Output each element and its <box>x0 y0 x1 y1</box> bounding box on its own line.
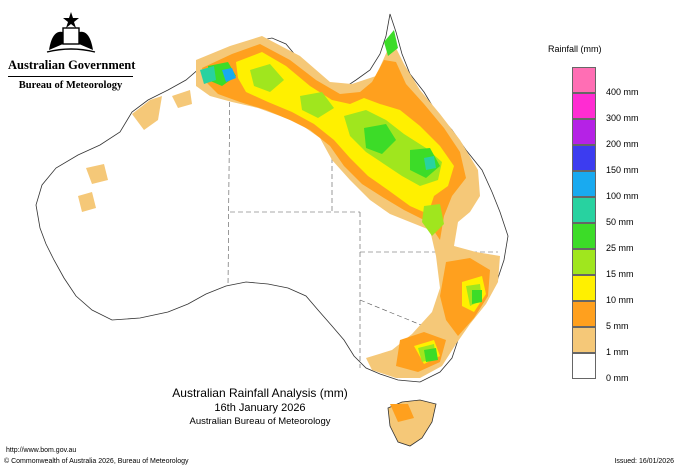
legend-label: 400 mm <box>606 87 639 97</box>
issued-date: Issued: 16/01/2026 <box>614 458 674 465</box>
legend-label: 1 mm <box>606 347 629 357</box>
government-name: Australian Government <box>8 58 135 77</box>
map-date: 16th January 2026 <box>214 402 306 414</box>
legend-label: 300 mm <box>606 113 639 123</box>
legend-swatch <box>572 119 596 145</box>
legend-label: 5 mm <box>606 321 629 331</box>
legend-swatch <box>572 327 596 353</box>
government-branding: Australian Government Bureau of Meteorol… <box>8 10 135 91</box>
legend-label: 15 mm <box>606 269 634 279</box>
legend-swatch <box>572 249 596 275</box>
rainfall-100mm <box>222 68 236 82</box>
legend-label: 150 mm <box>606 165 639 175</box>
legend-label: 10 mm <box>606 295 634 305</box>
legend-swatch <box>572 171 596 197</box>
legend-label: 25 mm <box>606 243 634 253</box>
legend-swatch <box>572 197 596 223</box>
copyright-notice: © Commonwealth of Australia 2026, Bureau… <box>4 458 189 465</box>
legend-swatch <box>572 145 596 171</box>
legend-swatch <box>572 353 596 379</box>
legend-swatch <box>572 93 596 119</box>
bom-url-link[interactable]: http://www.bom.gov.au <box>6 447 77 454</box>
coat-of-arms-icon <box>46 12 95 53</box>
legend-label: 50 mm <box>606 217 634 227</box>
legend-title: Rainfall (mm) <box>548 44 602 54</box>
legend-swatch <box>572 223 596 249</box>
legend-label: 100 mm <box>606 191 639 201</box>
legend-label: 0 mm <box>606 373 629 383</box>
rainfall-50mm <box>200 66 436 170</box>
legend-swatch <box>572 301 596 327</box>
map-credit: Australian Bureau of Meteorology <box>189 416 331 427</box>
legend-swatch <box>572 67 596 93</box>
map-title-block: Australian Rainfall Analysis (mm) 16th J… <box>100 386 420 427</box>
map-title: Australian Rainfall Analysis (mm) <box>172 386 348 400</box>
legend-swatch <box>572 275 596 301</box>
legend-label: 200 mm <box>606 139 639 149</box>
agency-name: Bureau of Meteorology <box>18 80 123 91</box>
